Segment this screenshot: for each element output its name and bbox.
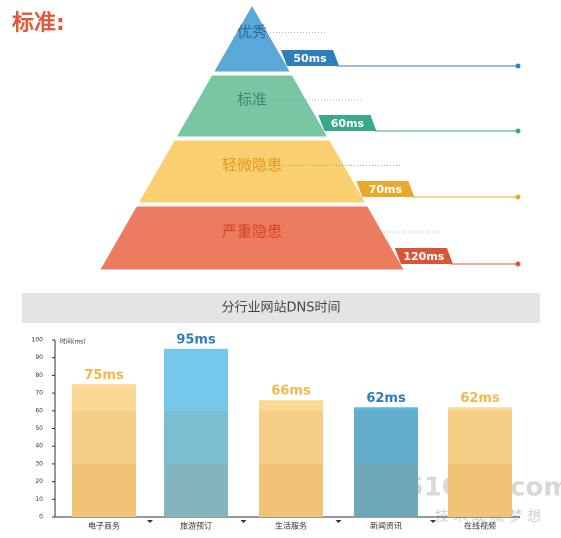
- bar-shade: [259, 410, 323, 517]
- pyramid-level: [175, 74, 329, 138]
- value-label: 62ms: [366, 391, 406, 406]
- axis-marker: [430, 520, 436, 523]
- bar: [72, 384, 136, 517]
- pyramid-level: [212, 3, 292, 73]
- value-tag: [356, 181, 415, 197]
- y-tick-label: 100: [32, 337, 44, 344]
- y-tick-label: 30: [35, 460, 43, 467]
- axis-marker: [335, 520, 342, 523]
- bar-shade: [448, 410, 512, 517]
- x-tick-label: 旅游预订: [180, 521, 212, 531]
- tag-label: 60ms: [331, 117, 365, 130]
- y-tick-label: 10: [35, 496, 43, 503]
- y-tick-label: 60: [35, 407, 43, 414]
- y-tick-label: 70: [35, 390, 43, 397]
- bar-shade: [164, 463, 228, 517]
- level-label: 轻微隐患: [222, 156, 282, 174]
- y-tick-label: 0: [39, 514, 43, 521]
- bar: [259, 400, 323, 517]
- leader-dot: [515, 63, 521, 69]
- x-tick-label: 生活服务: [275, 521, 307, 531]
- level-label: 标准: [237, 91, 267, 109]
- y-tick-label: 40: [35, 443, 43, 450]
- bar-shade: [72, 463, 136, 517]
- bar-shade: [354, 463, 418, 517]
- y-tick-label: 20: [35, 478, 43, 485]
- bar-shade: [354, 410, 418, 517]
- bar-shade: [72, 410, 136, 517]
- bar-shade: [259, 463, 323, 517]
- bar-shade: [164, 410, 228, 517]
- value-tag: [318, 115, 377, 131]
- leader-dot: [515, 128, 521, 134]
- leader-dot: [515, 261, 521, 267]
- chart-title: 分行业网站DNS时间: [222, 301, 341, 316]
- y-tick-label: 50: [35, 425, 43, 432]
- tag-label: 70ms: [369, 183, 403, 196]
- tag-label: 120ms: [403, 250, 444, 263]
- chart-header: [22, 293, 540, 323]
- value-label: 95ms: [176, 332, 216, 347]
- heading: 标准:: [12, 10, 65, 36]
- bar-shade: [448, 463, 512, 517]
- value-label: 62ms: [460, 391, 500, 406]
- y-tick-label: 90: [35, 354, 43, 361]
- value-tag: [394, 248, 453, 264]
- axis-marker: [240, 520, 247, 523]
- pyramid-level: [137, 139, 367, 204]
- x-tick-label: 在线视频: [464, 521, 496, 531]
- y-axis-label: 时间(ms): [60, 338, 86, 346]
- tag-label: 50ms: [293, 52, 327, 65]
- level-label: 优秀: [237, 23, 267, 41]
- bar: [164, 348, 228, 517]
- x-tick-label: 电子商务: [88, 521, 120, 531]
- bar: [354, 407, 418, 517]
- bar: [448, 407, 512, 517]
- y-tick-label: 80: [35, 372, 43, 379]
- value-label: 75ms: [84, 368, 124, 383]
- level-label: 严重隐患: [222, 223, 282, 241]
- leader-dot: [515, 194, 521, 200]
- value-tag: [281, 50, 340, 66]
- pyramid-level: [98, 205, 406, 271]
- x-tick-label: 新闻资讯: [370, 521, 402, 531]
- value-label: 66ms: [271, 384, 311, 399]
- axis-marker: [147, 520, 153, 523]
